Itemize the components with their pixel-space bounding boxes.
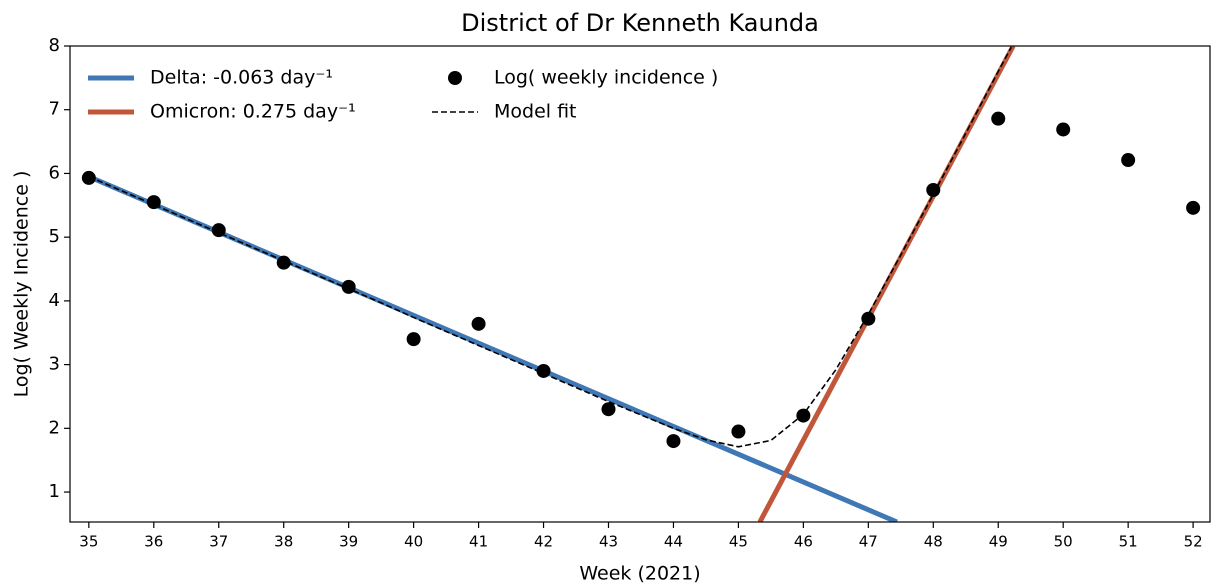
x-tick-label: 42 bbox=[534, 533, 553, 551]
data-point bbox=[341, 279, 356, 294]
x-tick-label: 38 bbox=[274, 533, 293, 551]
data-point bbox=[601, 402, 616, 417]
x-tick-label: 52 bbox=[1184, 533, 1203, 551]
y-tick-label: 4 bbox=[49, 290, 60, 311]
x-tick-label: 49 bbox=[989, 533, 1008, 551]
y-tick-label: 3 bbox=[49, 354, 60, 375]
legend-label: Log( weekly incidence ) bbox=[494, 67, 718, 89]
x-tick-label: 47 bbox=[859, 533, 878, 551]
y-axis-label: Log( Weekly Incidence ) bbox=[11, 171, 33, 398]
x-tick-label: 44 bbox=[664, 533, 683, 551]
data-point bbox=[471, 316, 486, 331]
chart-title: District of Dr Kenneth Kaunda bbox=[461, 9, 819, 37]
x-tick-label: 35 bbox=[79, 533, 98, 551]
data-point bbox=[731, 424, 746, 439]
x-tick-label: 37 bbox=[209, 533, 228, 551]
x-tick-label: 48 bbox=[924, 533, 943, 551]
x-tick-label: 36 bbox=[144, 533, 163, 551]
data-point bbox=[991, 111, 1006, 126]
y-tick-label: 8 bbox=[49, 35, 60, 56]
x-tick-label: 40 bbox=[404, 533, 423, 551]
legend-label: Model fit bbox=[494, 101, 577, 123]
legend-marker bbox=[448, 71, 462, 85]
data-point bbox=[1186, 200, 1201, 215]
x-tick-label: 43 bbox=[599, 533, 618, 551]
legend-label: Delta: -0.063 day⁻¹ bbox=[150, 67, 333, 89]
x-tick-label: 50 bbox=[1054, 533, 1073, 551]
y-tick-label: 6 bbox=[49, 162, 60, 183]
y-tick-label: 7 bbox=[49, 99, 60, 120]
x-tick-label: 45 bbox=[729, 533, 748, 551]
x-tick-label: 39 bbox=[339, 533, 358, 551]
data-point bbox=[861, 311, 876, 326]
y-tick-label: 1 bbox=[49, 481, 60, 502]
y-tick-label: 2 bbox=[49, 417, 60, 438]
y-tick-label: 5 bbox=[49, 226, 60, 247]
trend-line bbox=[757, 46, 1016, 522]
x-axis-label: Week (2021) bbox=[579, 563, 700, 585]
x-tick-label: 51 bbox=[1119, 533, 1138, 551]
plot-area bbox=[81, 46, 1201, 522]
legend: Delta: -0.063 day⁻¹ Omicron: 0.275 day⁻¹ L… bbox=[88, 67, 718, 123]
data-point bbox=[1056, 122, 1071, 137]
data-point bbox=[406, 332, 421, 347]
data-point bbox=[666, 434, 681, 449]
x-tick-label: 41 bbox=[469, 533, 488, 551]
data-point bbox=[926, 183, 941, 198]
fit-line bbox=[88, 46, 1012, 448]
data-point bbox=[81, 170, 96, 185]
legend-label: Omicron: 0.275 day⁻¹ bbox=[150, 101, 356, 123]
plot-frame bbox=[69, 45, 1211, 523]
x-tick-label: 46 bbox=[794, 533, 813, 551]
data-point bbox=[1121, 153, 1136, 168]
data-point bbox=[796, 408, 811, 423]
